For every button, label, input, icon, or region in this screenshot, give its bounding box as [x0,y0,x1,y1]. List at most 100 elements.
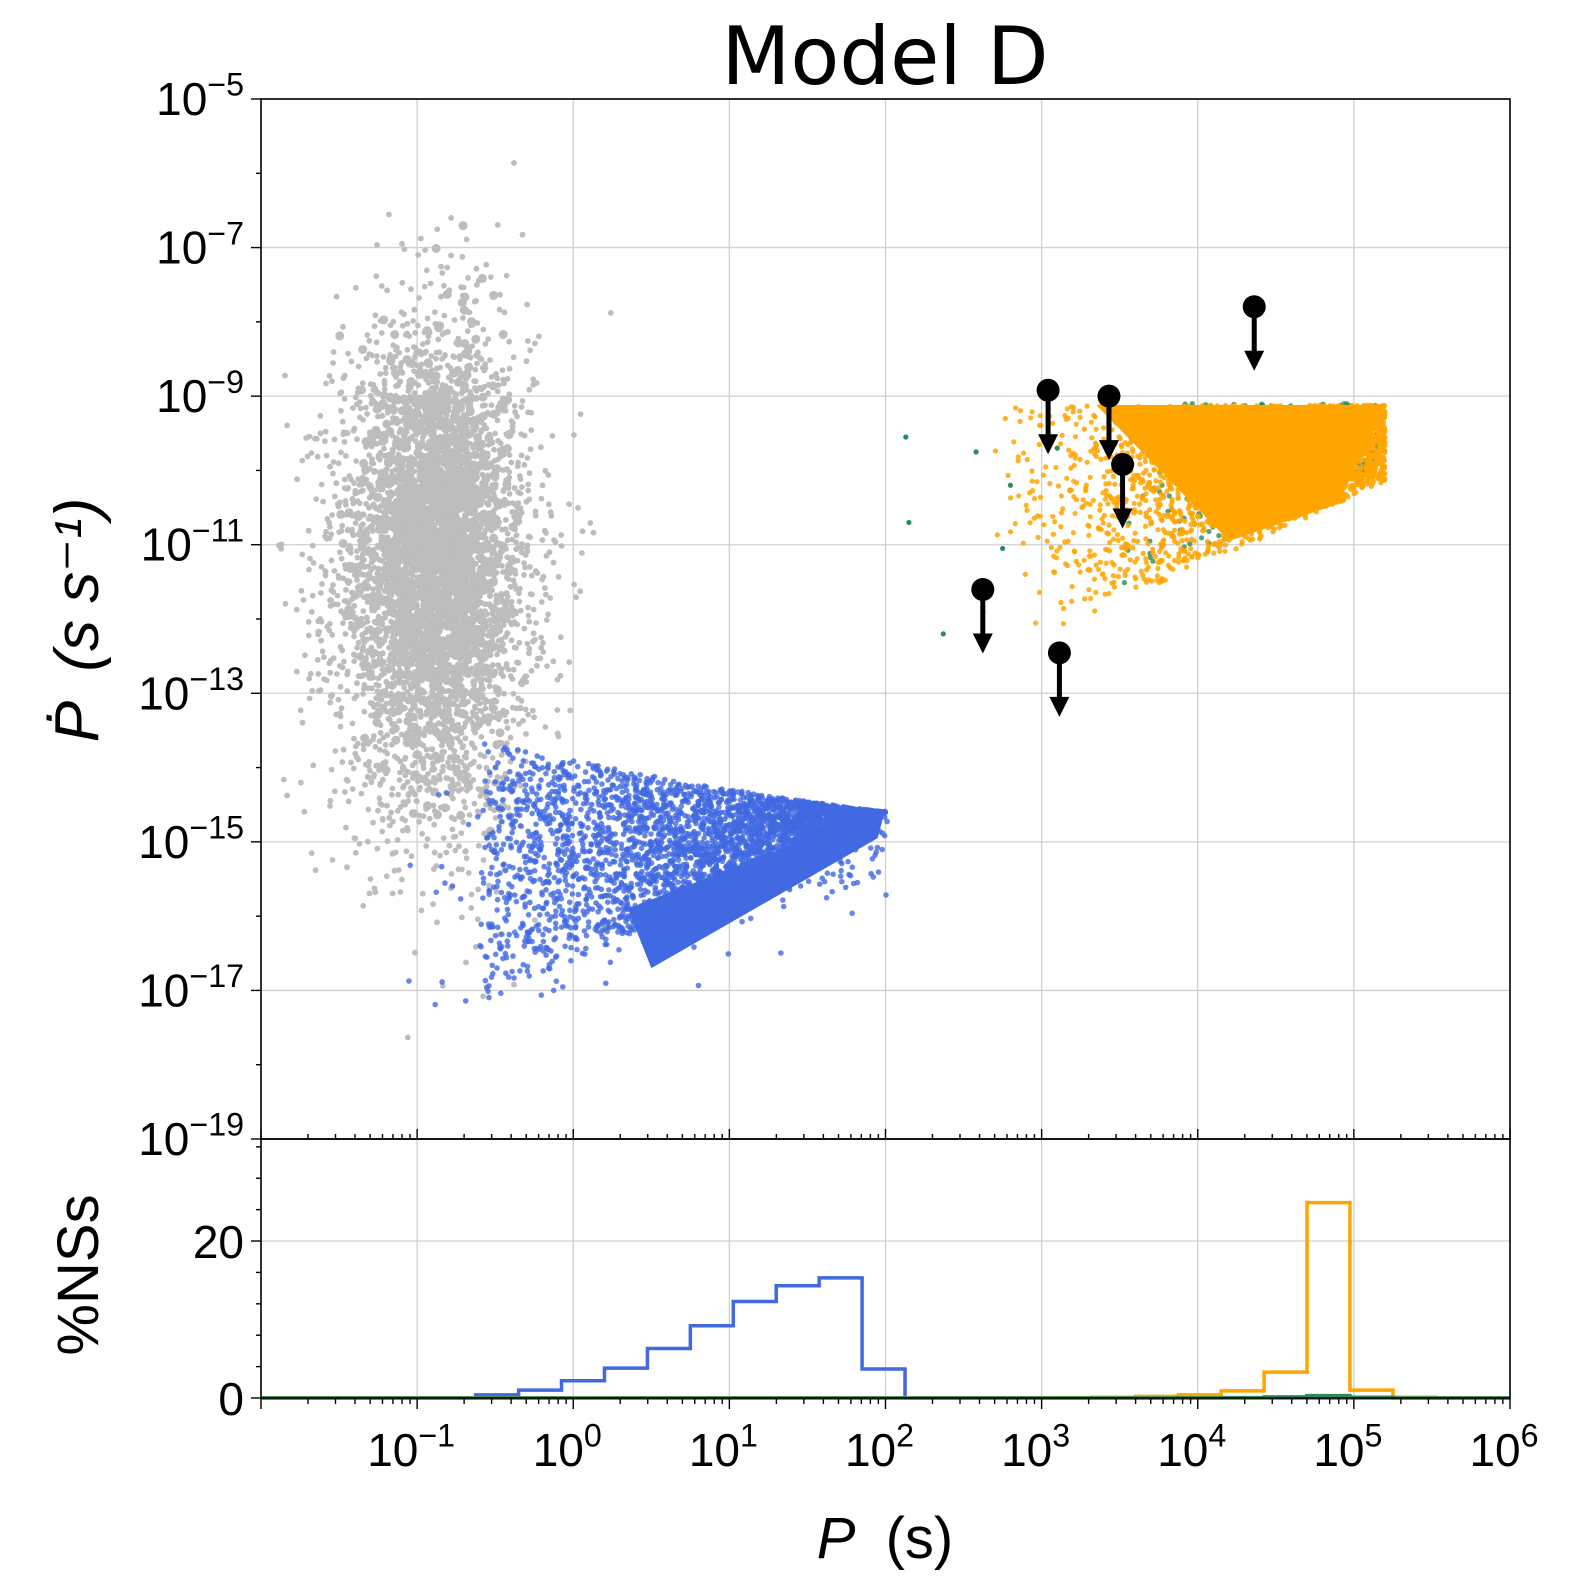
gray-point [532,340,538,347]
gray-point [385,426,395,436]
gray-point [464,328,471,334]
gray-point [481,451,491,461]
gray-point [441,407,451,416]
gray-point [503,718,510,725]
gray-point [517,607,524,614]
gray-point [351,652,358,658]
gray-point [404,346,411,353]
gray-point [385,692,392,699]
gray-point [475,635,485,645]
gray-point [413,798,420,804]
gray-point [473,432,483,442]
gray-point [432,309,438,315]
gray-point [345,798,352,805]
gray-point [300,597,307,603]
gray-point [337,710,343,717]
gray-point [566,501,572,508]
gray-point [330,589,337,595]
gray-point [327,699,334,706]
gray-point [418,689,425,695]
gray-point [484,567,494,577]
gray-point [532,512,539,519]
gray-point [402,432,408,439]
gray-point [327,797,334,804]
gray-point [312,867,319,874]
gray-point [438,263,444,270]
gray-point [402,766,408,773]
gray-point [337,723,344,730]
gray-point [575,504,581,511]
gray-point [318,481,325,488]
gray-point [451,758,457,764]
gray-point [488,669,498,679]
gray-point [493,698,500,705]
gray-point [280,776,287,783]
gray-point [508,459,515,466]
gray-point [335,331,345,341]
gray-point [383,551,393,561]
gray-point [425,420,435,430]
gray-point [477,273,487,283]
gray-point [501,309,508,316]
gray-point [456,758,463,765]
gray-point [379,650,386,657]
gray-point [429,394,439,404]
gray-point [366,351,373,358]
gray-point [382,741,389,748]
gray-point [400,502,410,512]
gray-point [524,640,531,647]
gray-point [522,564,529,571]
gray-point [527,446,534,453]
gray-point [429,766,436,773]
gray-point [352,520,359,526]
gray-point [315,688,322,694]
gray-point [448,215,454,221]
gray-point [297,707,304,714]
gray-point [510,577,517,584]
gray-point [378,330,385,336]
gray-point [481,830,488,837]
gray-point [522,552,529,558]
gray-point [466,812,473,818]
gray-point [398,360,405,366]
gray-point [306,433,313,440]
gray-point [478,392,488,402]
gray-point [365,774,372,781]
gray-point [461,763,468,769]
gray-point [413,350,419,357]
gray-point [388,573,398,583]
gray-point [373,492,383,502]
gray-point [451,753,458,759]
gray-point [353,458,359,464]
gray-point [354,680,360,687]
gray-point [350,765,357,772]
gray-point [431,244,441,253]
gray-point [494,417,501,424]
gray-point [386,356,396,366]
gray-point [356,840,363,847]
gray-point [366,890,373,897]
gray-point [416,661,426,671]
gray-point [372,592,379,599]
gray-point [428,715,435,722]
gray-point [370,819,376,826]
gray-point [360,647,366,654]
gray-point [424,315,431,322]
gray-point [409,545,419,555]
gray-point [366,671,375,681]
gray-point [341,476,348,483]
gray-point [434,226,441,233]
gray-point [512,571,519,577]
gray-point [579,528,586,535]
gray-point [408,555,418,565]
gray-point [419,341,426,347]
gray-point [417,784,424,791]
gray-point [395,867,402,873]
gray-point [305,619,312,625]
gray-point [351,425,358,432]
gray-point [545,472,552,478]
gray-point [555,733,562,740]
gray-point [489,755,496,761]
gray-point [352,614,359,621]
gray-point [315,671,322,677]
